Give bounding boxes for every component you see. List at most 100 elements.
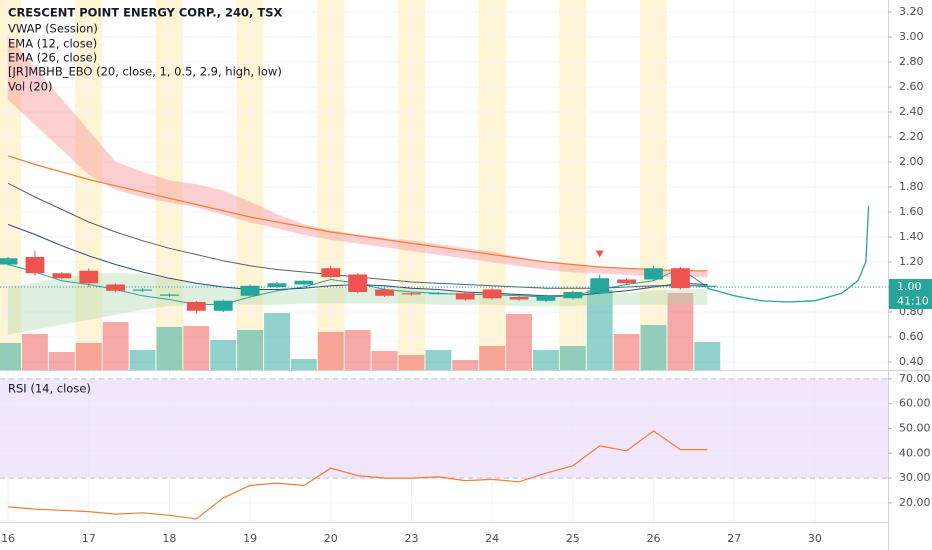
candle-body	[697, 285, 717, 287]
volume-bar	[48, 352, 75, 370]
x-tick-label: 20	[324, 532, 338, 545]
y-tick-label: 1.20	[899, 255, 924, 268]
y-tick-label: 40.00	[899, 446, 931, 459]
x-tick-label: 16	[1, 532, 15, 545]
signal-marker	[595, 250, 604, 258]
volume-bar	[102, 322, 129, 370]
x-tick-label: 18	[162, 532, 176, 545]
candle-body	[402, 293, 421, 295]
symbol-title: CRESCENT POINT ENERGY CORP., 240, TSX	[8, 6, 282, 20]
candle-body	[428, 293, 448, 295]
candle-body	[0, 258, 18, 265]
candle-body	[213, 300, 233, 311]
legend-item: VWAP (Session)	[8, 22, 98, 36]
y-tick-label: 1.40	[899, 230, 924, 243]
volume-bar	[264, 313, 290, 370]
candle-body	[79, 270, 99, 284]
candle-body	[644, 268, 663, 280]
volume-bar	[586, 290, 613, 370]
volume-bar	[506, 314, 532, 370]
y-tick-label: 1.80	[899, 180, 924, 193]
countdown-label: 41:10	[897, 295, 929, 308]
candle-body	[536, 295, 556, 301]
volume-bar	[398, 355, 425, 370]
x-tick-label: 23	[404, 532, 418, 545]
y-tick-label: 2.40	[899, 105, 924, 118]
candle-body	[25, 257, 45, 274]
legend-item: EMA (12, close)	[8, 37, 97, 51]
volume-bar	[371, 351, 398, 370]
y-tick-label: 2.80	[899, 55, 924, 68]
rsi-line	[8, 430, 708, 520]
candle-body	[482, 289, 502, 299]
label-layer: 16171819202324252627300.400.600.801.001.…	[1, 5, 932, 545]
last-price-box	[889, 279, 932, 295]
volume-bar	[425, 350, 452, 370]
y-tick-label: 0.60	[899, 330, 924, 343]
legend-item: [JR]MBHB_EBO (20, close, 1, 0.5, 2.9, hi…	[8, 65, 282, 79]
volume-bar	[290, 359, 317, 370]
volume-bar	[183, 326, 210, 370]
candle-body	[348, 274, 368, 292]
volume-bar	[237, 330, 264, 370]
volume-bar	[0, 343, 22, 370]
y-tick-label: 2.20	[899, 130, 924, 143]
candle-body	[375, 289, 394, 296]
candle-body	[106, 284, 126, 291]
candle-body	[321, 268, 341, 277]
legend-item: EMA (26, close)	[8, 51, 97, 65]
candle-body	[240, 285, 260, 296]
candle-body	[294, 280, 314, 285]
y-tick-label: 2.60	[899, 80, 924, 93]
x-tick-label: 26	[646, 532, 660, 545]
x-tick-label: 30	[808, 532, 822, 545]
y-tick-label: 30.00	[899, 471, 931, 484]
candle-body	[590, 278, 610, 294]
volume-bar	[452, 360, 479, 370]
volume-bar	[559, 346, 586, 370]
x-tick-label: 17	[82, 532, 96, 545]
y-tick-label: 0.40	[899, 355, 924, 368]
last-price-label: 1.00	[897, 280, 922, 293]
candle-body	[267, 283, 287, 287]
volume-bar	[613, 334, 640, 370]
band-area	[7, 35, 708, 278]
y-tick-label: 3.20	[899, 5, 924, 18]
volume-bar	[694, 342, 721, 370]
candle-body	[563, 292, 583, 299]
y-tick-label: 60.00	[899, 397, 931, 410]
projection-line	[707, 205, 870, 303]
legend-item: Vol (20)	[8, 80, 52, 94]
x-tick-label: 27	[727, 532, 741, 545]
candle-body	[52, 273, 72, 279]
candle-body	[133, 289, 152, 291]
volume-bar	[129, 350, 156, 370]
y-tick-label: 2.00	[899, 155, 924, 168]
candle-body	[617, 279, 637, 284]
candle-body	[509, 297, 529, 300]
countdown-box	[889, 294, 932, 309]
y-tick-label: 3.00	[899, 30, 924, 43]
volume-bar	[317, 332, 344, 370]
candle-body	[160, 294, 179, 296]
y-tick-label: 70.00	[899, 372, 931, 385]
x-tick-label: 24	[485, 532, 499, 545]
background-layer	[0, 0, 888, 522]
volume-bar	[156, 327, 183, 370]
x-tick-label: 19	[243, 532, 257, 545]
volume-bar	[479, 346, 506, 370]
x-tick-label: 25	[566, 532, 580, 545]
candle-body	[186, 302, 206, 311]
y-tick-label: 50.00	[899, 422, 931, 435]
volume-bar	[640, 325, 667, 370]
y-tick-label: 20.00	[899, 496, 931, 509]
plot-layer	[0, 35, 888, 520]
volume-bar	[667, 293, 694, 370]
volume-bar	[532, 350, 559, 370]
y-tick-label: 1.60	[899, 205, 924, 218]
volume-bar	[210, 340, 237, 370]
basis-line	[7, 155, 708, 272]
candle-body	[670, 268, 690, 289]
volume-bar	[22, 334, 48, 370]
